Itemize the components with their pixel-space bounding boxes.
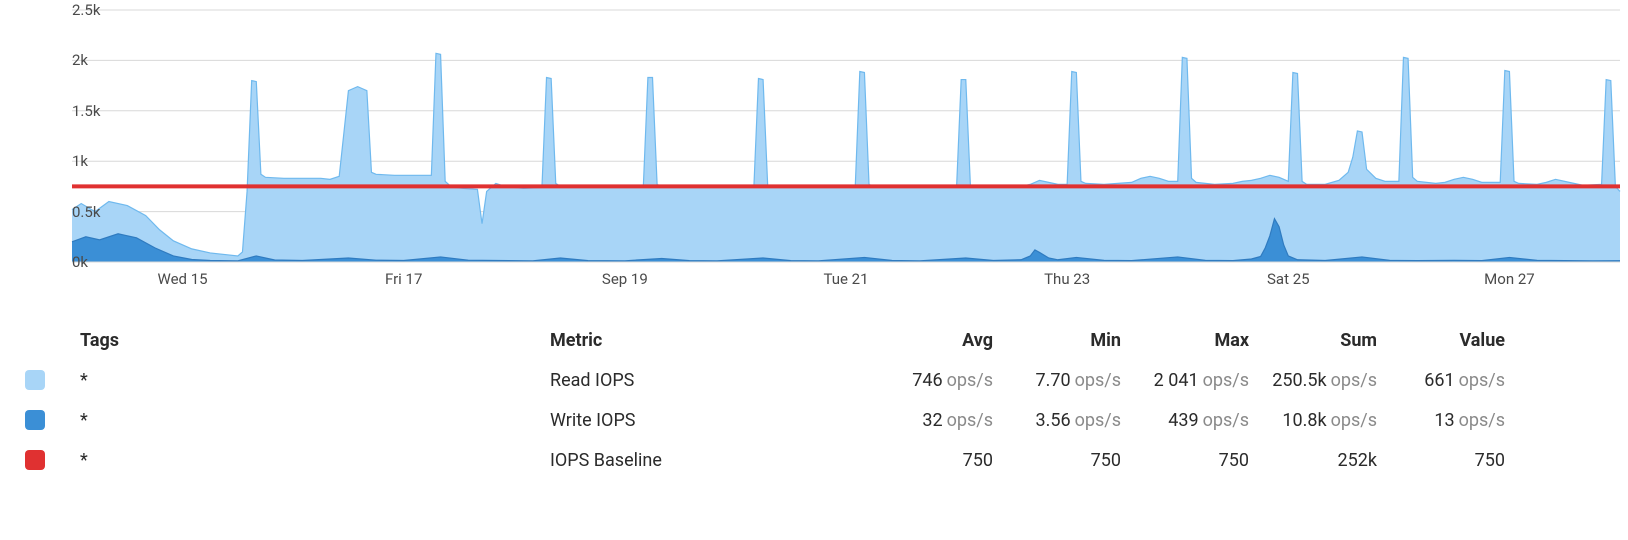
header-min: Min <box>993 330 1121 351</box>
series-read-area <box>72 53 1620 262</box>
legend-swatch <box>25 370 45 390</box>
legend-metric: IOPS Baseline <box>550 450 865 471</box>
x-tick-label: Tue 21 <box>823 270 868 288</box>
header-sum: Sum <box>1249 330 1377 351</box>
legend-table: Tags Metric Avg Min Max Sum Value *Read … <box>0 300 1628 480</box>
legend-row: *Read IOPS746ops/s7.70ops/s2 041ops/s250… <box>25 360 1528 400</box>
legend-tags: * <box>80 450 550 471</box>
legend-min: 7.70ops/s <box>993 370 1121 391</box>
header-tags: Tags <box>80 330 550 351</box>
legend-max: 2 041ops/s <box>1121 370 1249 391</box>
legend-swatch <box>25 410 45 430</box>
legend-sum: 252k <box>1249 450 1377 471</box>
legend-avg: 32ops/s <box>865 410 993 431</box>
legend-max: 750 <box>1121 450 1249 471</box>
iops-chart: 0k0.5k1k1.5k2k2.5kWed 15Fri 17Sep 19Tue … <box>0 0 1628 300</box>
legend-value: 661ops/s <box>1377 370 1505 391</box>
legend-value: 750 <box>1377 450 1505 471</box>
x-tick-label: Mon 27 <box>1484 270 1535 288</box>
legend-tags: * <box>80 410 550 431</box>
header-metric: Metric <box>550 330 865 351</box>
x-tick-label: Sat 25 <box>1267 270 1310 288</box>
legend-metric: Write IOPS <box>550 410 865 431</box>
legend-max: 439ops/s <box>1121 410 1249 431</box>
header-max: Max <box>1121 330 1249 351</box>
x-tick-label: Sep 19 <box>602 270 648 288</box>
legend-avg: 750 <box>865 450 993 471</box>
header-avg: Avg <box>865 330 993 351</box>
legend-sum: 10.8kops/s <box>1249 410 1377 431</box>
chart-svg <box>0 0 1628 300</box>
legend-header-row: Tags Metric Avg Min Max Sum Value <box>25 320 1528 360</box>
legend-swatch <box>25 450 45 470</box>
header-value: Value <box>1377 330 1505 351</box>
legend-min: 3.56ops/s <box>993 410 1121 431</box>
x-tick-label: Fri 17 <box>385 270 422 288</box>
legend-row: *IOPS Baseline750750750252k750 <box>25 440 1528 480</box>
legend-min: 750 <box>993 450 1121 471</box>
x-tick-label: Thu 23 <box>1044 270 1090 288</box>
legend-avg: 746ops/s <box>865 370 993 391</box>
legend-sum: 250.5kops/s <box>1249 370 1377 391</box>
legend-tags: * <box>80 370 550 391</box>
x-tick-label: Wed 15 <box>158 270 208 288</box>
legend-metric: Read IOPS <box>550 370 865 391</box>
legend-row: *Write IOPS32ops/s3.56ops/s439ops/s10.8k… <box>25 400 1528 440</box>
legend-value: 13ops/s <box>1377 410 1505 431</box>
